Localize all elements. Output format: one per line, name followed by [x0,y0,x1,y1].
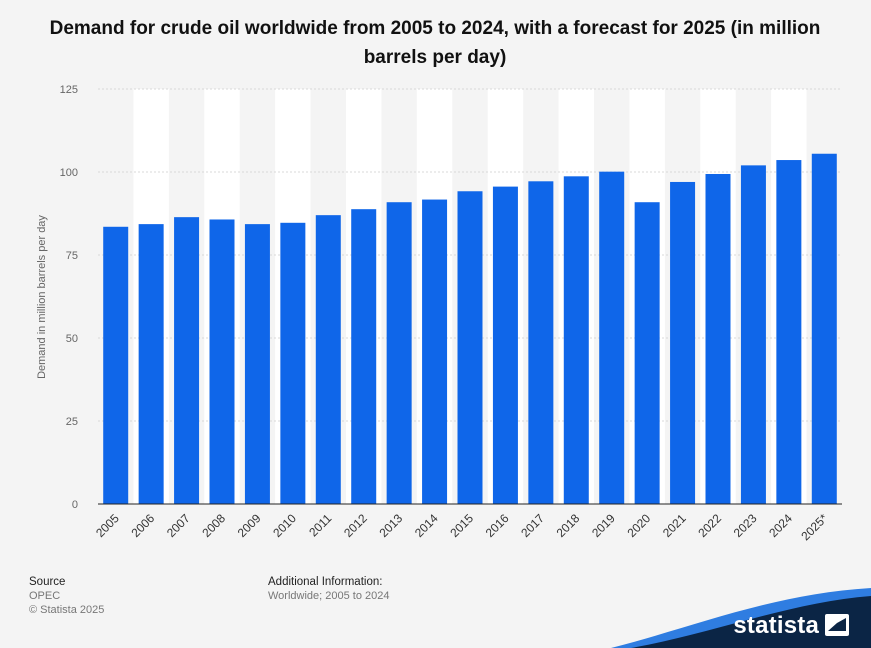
x-tick-label: 2016 [483,511,512,540]
x-axis-ticks: 2005 2006 2007 2008 2009 2010 2011 2012 2013 2014… [93,511,831,543]
x-tick-label: 2015 [447,511,476,540]
y-tick-label: 50 [66,333,78,345]
x-tick-label: 2020 [624,511,653,540]
y-tick-label: 25 [66,416,78,428]
source-block: Source OPEC © Statista 2025 [29,575,104,617]
x-tick-label: 2018 [554,511,583,540]
bar-2008[interactable] [209,219,235,504]
x-tick-label: 2008 [199,511,228,540]
bar-2019[interactable] [599,171,625,504]
source-value[interactable]: OPEC [29,590,61,602]
bar-2014[interactable] [422,199,448,504]
bar-2011[interactable] [315,215,341,504]
x-tick-label: 2009 [235,511,264,540]
logo-wordmark: statista [733,612,819,639]
x-tick-label: 2010 [270,511,299,540]
y-tick-label: 0 [72,499,78,511]
x-tick-label: 2012 [341,511,370,540]
bar-2017[interactable] [528,181,554,504]
bar-2006[interactable] [138,224,164,504]
bar-2023[interactable] [740,165,766,505]
x-tick-label: 2023 [731,511,760,540]
x-tick-label: 2011 [306,511,334,539]
x-tick-label: 2021 [660,511,689,540]
bar-2022[interactable] [705,173,731,504]
bar-2018[interactable] [563,176,589,505]
copyright-text: © Statista 2025 [29,604,105,616]
x-tick-label: 2007 [164,511,193,540]
x-tick-label: 2022 [695,511,724,540]
bar-2024[interactable] [776,160,802,504]
chart-title: Demand for crude oil worldwide from 2005… [49,18,821,68]
bar-2009[interactable] [244,224,270,504]
bar-2005[interactable] [103,226,129,504]
x-tick-label: 2013 [376,511,405,540]
x-tick-label: 2005 [93,511,122,540]
additional-info-heading: Additional Information: [268,576,383,588]
bar-2016[interactable] [492,186,518,504]
bar-2025*[interactable] [811,153,837,505]
logo-mark-icon [825,614,849,636]
bar-2020[interactable] [634,202,660,504]
y-tick-label: 125 [60,84,78,96]
additional-info-block: Additional Information: Worldwide; 2005 … [268,575,390,603]
additional-info-value: Worldwide; 2005 to 2024 [268,590,390,602]
logo-swoosh [611,588,871,648]
x-tick-label: 2019 [589,511,618,540]
x-tick-label: 2017 [518,511,547,540]
y-tick-label: 75 [66,250,78,262]
statista-logo[interactable]: statista [571,588,871,648]
bar-2012[interactable] [351,209,377,504]
y-axis-ticks: 0 25 50 75 100 125 [60,84,78,511]
x-tick-label: 2025* [798,511,830,543]
y-tick-label: 100 [60,167,78,179]
bar-2015[interactable] [457,191,483,505]
x-tick-label: 2014 [412,511,441,540]
bar-2013[interactable] [386,202,412,504]
bars [103,153,837,505]
source-heading: Source [29,576,66,588]
bar-2010[interactable] [280,222,306,504]
y-axis-label: Demand in million barrels per day [36,215,48,379]
x-tick-label: 2024 [766,511,795,540]
x-tick-label: 2006 [128,511,157,540]
bar-2021[interactable] [670,181,696,504]
bar-2007[interactable] [174,217,200,505]
